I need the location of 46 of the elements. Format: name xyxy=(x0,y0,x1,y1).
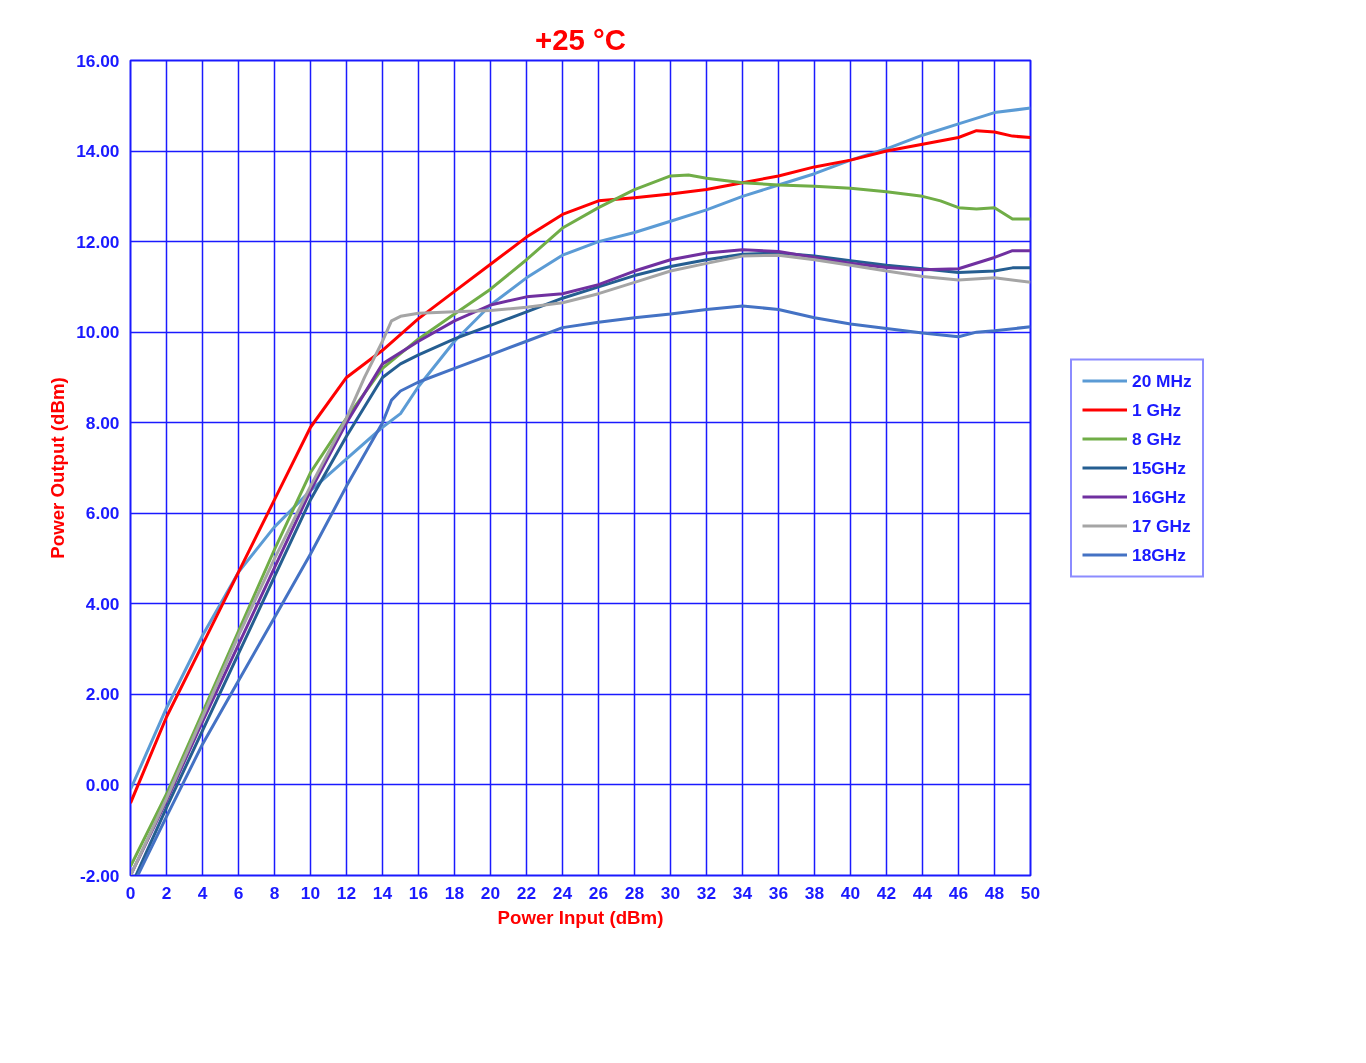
x-tick-label: 48 xyxy=(984,882,1005,903)
legend-label: 16GHz xyxy=(1132,486,1186,507)
x-tick-label: 32 xyxy=(696,882,717,903)
chart-title: +25 °C xyxy=(535,22,626,56)
y-tick-label: 8.00 xyxy=(85,412,120,433)
x-tick-label: 22 xyxy=(516,882,537,903)
y-tick-label: 10.00 xyxy=(76,322,120,343)
x-tick-label: 38 xyxy=(804,882,825,903)
x-tick-label: 16 xyxy=(408,882,429,903)
legend-label: 17 GHz xyxy=(1132,515,1191,536)
x-tick-label: 18 xyxy=(444,882,465,903)
y-tick-label: 6.00 xyxy=(85,503,120,524)
x-tick-label: 14 xyxy=(372,882,393,903)
x-tick-label: 26 xyxy=(588,882,609,903)
y-tick-label: 16.00 xyxy=(76,50,120,71)
x-tick-label: 4 xyxy=(197,882,208,903)
x-tick-label: 44 xyxy=(912,882,933,903)
x-tick-label: 8 xyxy=(269,882,280,903)
y-tick-label: 2.00 xyxy=(85,684,120,705)
x-tick-label: 34 xyxy=(732,882,753,903)
y-tick-label: 14.00 xyxy=(76,141,120,162)
x-tick-label: 6 xyxy=(233,882,244,903)
x-tick-label: 24 xyxy=(552,882,573,903)
legend-label: 1 GHz xyxy=(1132,399,1182,420)
x-tick-label: 12 xyxy=(336,882,357,903)
x-axis-title: Power Input (dBm) xyxy=(497,906,664,928)
x-tick-label: 0 xyxy=(125,882,136,903)
y-tick-label: -2.00 xyxy=(80,865,120,886)
legend-label: 8 GHz xyxy=(1132,428,1182,449)
y-tick-label: 4.00 xyxy=(85,593,120,614)
y-tick-label: 12.00 xyxy=(76,231,120,252)
y-tick-label: 0.00 xyxy=(85,774,120,795)
x-tick-label: 50 xyxy=(1020,882,1041,903)
legend-label: 15GHz xyxy=(1132,457,1186,478)
x-tick-label: 2 xyxy=(161,882,172,903)
x-tick-label: 42 xyxy=(876,882,897,903)
x-tick-label: 28 xyxy=(624,882,645,903)
x-tick-label: 10 xyxy=(300,882,321,903)
x-tick-label: 36 xyxy=(768,882,789,903)
x-tick-label: 46 xyxy=(948,882,969,903)
x-tick-label: 20 xyxy=(480,882,501,903)
y-axis-title: Power Output (dBm) xyxy=(47,377,69,559)
legend-label: 20 MHz xyxy=(1132,370,1192,391)
x-tick-label: 40 xyxy=(840,882,861,903)
legend-label: 18GHz xyxy=(1132,544,1186,565)
x-tick-label: 30 xyxy=(660,882,681,903)
